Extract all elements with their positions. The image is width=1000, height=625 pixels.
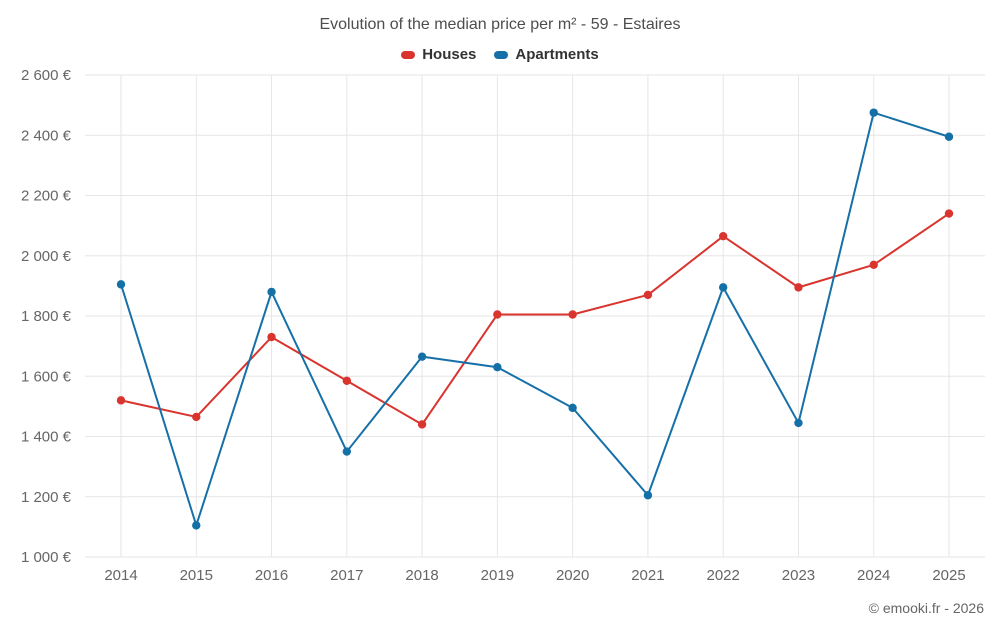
data-point-houses[interactable] xyxy=(116,396,126,405)
data-point-houses[interactable] xyxy=(192,412,201,422)
chart-title: Evolution of the median price per m² - 5… xyxy=(319,16,681,33)
x-axis-tick-label: 2022 xyxy=(706,567,739,584)
data-point-apartments[interactable] xyxy=(643,491,653,500)
x-axis-tick-label: 2014 xyxy=(104,567,137,584)
legend: Houses Apartments xyxy=(0,46,1000,63)
y-axis-tick-label: 1 200 € xyxy=(21,489,72,506)
x-axis-tick-label: 2015 xyxy=(180,567,213,584)
x-axis-tick-label: 2016 xyxy=(255,567,288,584)
data-point-houses[interactable] xyxy=(643,290,653,300)
data-point-houses[interactable] xyxy=(568,310,577,319)
y-axis-tick-label: 1 600 € xyxy=(21,368,72,385)
legend-marker-apartments-icon xyxy=(494,50,509,59)
series-line-apartments xyxy=(120,111,950,527)
data-point-apartments[interactable] xyxy=(718,283,728,292)
y-axis-tick-label: 1 800 € xyxy=(21,308,72,325)
series-line-houses xyxy=(120,212,950,426)
legend-item-houses[interactable]: Houses xyxy=(401,46,476,63)
copyright: © emooki.fr - 2026 xyxy=(868,600,984,616)
data-point-apartments[interactable] xyxy=(869,108,878,117)
y-axis-tick-label: 2 600 € xyxy=(21,67,72,84)
data-point-houses[interactable] xyxy=(267,332,276,342)
y-axis-tick-label: 1 000 € xyxy=(21,549,72,566)
data-point-apartments[interactable] xyxy=(342,447,352,456)
x-axis-tick-label: 2018 xyxy=(405,567,438,584)
x-axis-tick-label: 2021 xyxy=(631,567,664,584)
data-point-apartments[interactable] xyxy=(192,521,201,530)
x-axis-tick-label: 2019 xyxy=(481,567,514,584)
legend-marker-houses-icon xyxy=(401,50,416,59)
data-point-houses[interactable] xyxy=(869,260,878,269)
y-axis-tick-label: 2 400 € xyxy=(21,127,72,144)
data-point-apartments[interactable] xyxy=(794,418,803,428)
data-point-apartments[interactable] xyxy=(267,287,276,297)
data-point-houses[interactable] xyxy=(417,420,427,429)
legend-item-apartments[interactable]: Apartments xyxy=(494,46,599,63)
data-point-apartments[interactable] xyxy=(568,403,577,413)
data-point-houses[interactable] xyxy=(944,209,954,218)
x-axis-tick-label: 2025 xyxy=(932,567,965,584)
data-point-apartments[interactable] xyxy=(417,352,427,361)
y-axis-tick-label: 1 400 € xyxy=(21,429,72,446)
x-axis-tick-label: 2020 xyxy=(556,567,589,584)
data-point-apartments[interactable] xyxy=(944,132,954,141)
data-point-houses[interactable] xyxy=(342,376,352,385)
x-axis-tick-label: 2024 xyxy=(857,567,890,584)
legend-label-houses: Houses xyxy=(422,46,477,63)
data-point-houses[interactable] xyxy=(794,283,803,292)
data-point-apartments[interactable] xyxy=(116,280,126,289)
x-axis-tick-label: 2017 xyxy=(330,567,363,584)
x-axis-tick-label: 2023 xyxy=(782,567,815,584)
y-axis-tick-label: 2 200 € xyxy=(21,188,72,205)
data-point-houses[interactable] xyxy=(718,231,728,241)
y-axis-tick-label: 2 000 € xyxy=(21,248,72,265)
data-point-apartments[interactable] xyxy=(493,363,502,372)
data-point-houses[interactable] xyxy=(493,310,502,319)
legend-label-apartments: Apartments xyxy=(515,46,599,63)
